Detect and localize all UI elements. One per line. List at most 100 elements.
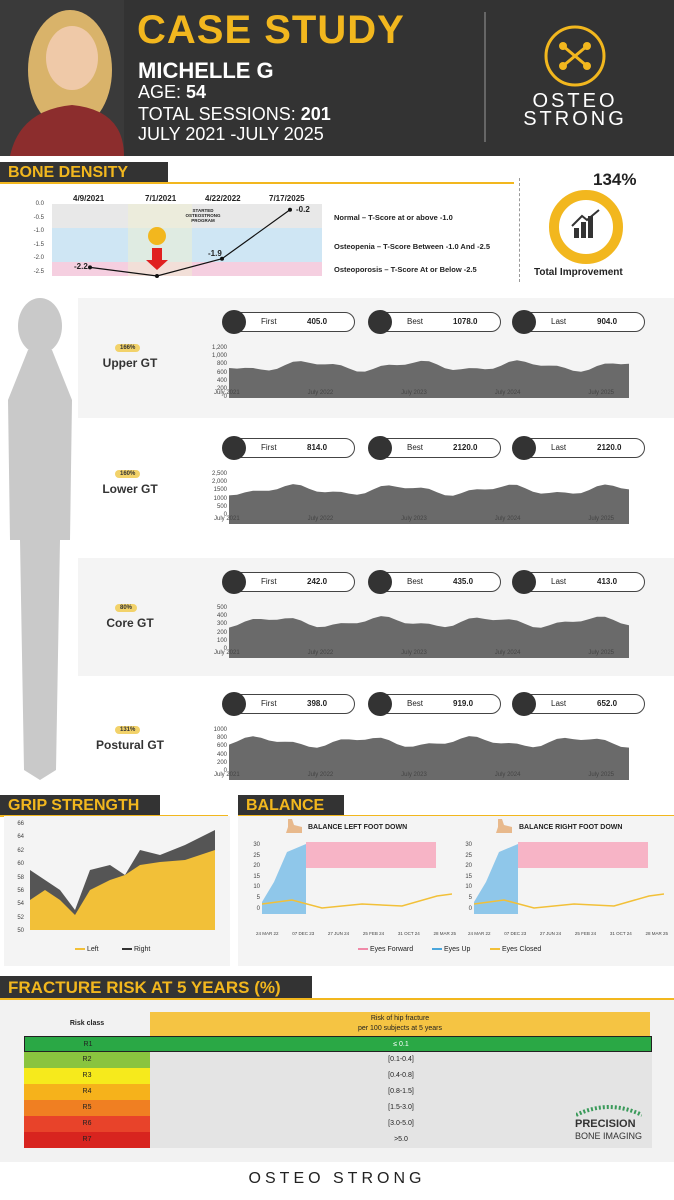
balance-right-title: BALANCE RIGHT FOOT DOWN — [519, 824, 623, 831]
program-start-icon — [148, 227, 166, 245]
risk-range-cell: [0.4-0.8] — [150, 1068, 652, 1084]
ytick: 54 — [17, 901, 24, 908]
gt-yticks: 500 400 300 200 100 0 — [205, 604, 227, 653]
program-start-annotation: STARTED OSTEOSTRONG PROGRAM — [185, 208, 221, 223]
gt-first-label: First — [261, 317, 277, 326]
gt-first-icon — [222, 436, 246, 460]
gt-first-label: First — [261, 577, 277, 586]
gt-area-chart — [229, 606, 629, 663]
ytick: 5 — [468, 894, 472, 901]
legend-osteoporosis: Osteoporosis – T-Score At or Below -2.5 — [334, 265, 477, 274]
risk-class-cell: R7 — [24, 1132, 150, 1148]
xtick: July 2023 — [401, 650, 427, 656]
gt-best-pill: Best 2120.0 — [376, 438, 501, 458]
xtick: July 2025 — [588, 516, 614, 522]
xtick: July 2022 — [307, 772, 334, 778]
precision-logo-subtext: BONE IMAGING — [575, 1131, 643, 1141]
improvement-label: Total Improvement — [534, 267, 623, 278]
gt-last-value: 2120.0 — [597, 443, 622, 452]
gt-last-label: Last — [551, 317, 567, 326]
gt-first-value: 398.0 — [307, 699, 328, 708]
ytick: 25 — [465, 852, 472, 859]
gt-best-label: Best — [407, 577, 424, 586]
grip-legend-right: Right — [122, 946, 150, 953]
ytick: 5 — [256, 894, 260, 901]
foot-icon — [494, 819, 514, 840]
risk-row: R3 [0.4-0.8] — [24, 1068, 652, 1084]
bone-density-heading: BONE DENSITY — [0, 162, 168, 184]
legend-eyes-up: Eyes Up — [432, 946, 470, 953]
ytick: 0 — [223, 646, 227, 653]
bone-density-point — [88, 265, 92, 270]
risk-table: R1 ≤ 0.1 R2 [0.1-0.4] R3 [0.4-0.8] R4 [0.8-1.5]… — [24, 1036, 652, 1148]
balance-panel — [238, 816, 674, 966]
gt-xticks: July 2021 July 2022 July 2023 July 2024 July… — [214, 516, 614, 522]
ytick: 30 — [253, 842, 260, 848]
bone-density-point — [220, 256, 224, 261]
ytick: -2.0 — [33, 255, 44, 262]
bone-density-yticks: 0.0 -0.5 -1.0 -1.5 -2.0 -2.5 — [4, 198, 44, 280]
ytick: 62 — [17, 847, 24, 854]
xtick: July 2023 — [401, 772, 427, 778]
gt-last-label: Last — [551, 443, 567, 452]
ytick: 400 — [216, 751, 227, 758]
gt-last-value: 413.0 — [597, 577, 618, 586]
client-photo — [0, 0, 124, 156]
gt-last-value: 652.0 — [597, 699, 618, 708]
body-silhouette — [0, 290, 80, 795]
gt-best-value: 919.0 — [453, 699, 474, 708]
ytick: 400 — [216, 613, 227, 620]
grip-yticks: 66 64 62 60 58 56 54 52 50 — [8, 818, 24, 939]
ytick: 2,500 — [211, 471, 227, 477]
gt-first-value: 242.0 — [307, 577, 328, 586]
xtick: July 2021 — [214, 772, 240, 778]
sessions-line: TOTAL SESSIONS: 201 — [138, 104, 331, 124]
xtick: July 2022 — [307, 650, 334, 656]
gt-name: Upper GT — [102, 356, 158, 370]
xtick: July 2025 — [588, 772, 614, 778]
client-name: MICHELLE G — [138, 58, 274, 83]
xtick: July 2023 — [401, 516, 427, 522]
ytick: 1000 — [213, 727, 227, 733]
ytick: 25 — [253, 852, 260, 859]
gt-xticks: July 2021 July 2022 July 2023 July 2024 July… — [214, 390, 614, 396]
ytick: 56 — [17, 888, 24, 895]
bd-date-2: 7/1/2021 — [145, 194, 177, 203]
gt-yticks: 1,200 1,000 800 600 400 200 0 — [205, 344, 227, 401]
ytick: 0 — [223, 768, 227, 775]
risk-range-header: Risk of hip fracture per 100 subjects at … — [150, 1012, 650, 1036]
risk-class-cell: R1 — [25, 1037, 151, 1051]
ytick: -0.5 — [33, 214, 44, 221]
gt-name: Postural GT — [95, 738, 164, 752]
ytick: 1000 — [213, 495, 227, 502]
xtick: July 2025 — [588, 650, 614, 656]
gt-best-label: Best — [407, 699, 424, 708]
ytick: -2.5 — [33, 268, 44, 275]
gt-first-icon — [222, 692, 246, 716]
ytick: 15 — [465, 873, 472, 880]
gt-best-label: Best — [407, 443, 424, 452]
ytick: 0 — [256, 905, 260, 912]
risk-class-cell: R6 — [24, 1116, 150, 1132]
xtick: July 2025 — [588, 390, 614, 396]
divider — [519, 178, 520, 282]
risk-row: R4 [0.8-1.5] — [24, 1084, 652, 1100]
point-label: -2.2 — [74, 262, 88, 271]
risk-class-cell: R2 — [24, 1052, 150, 1068]
risk-range-cell: [0.8-1.5] — [150, 1084, 652, 1100]
gt-name: Core GT — [106, 616, 154, 630]
balance-left-chart — [261, 842, 453, 919]
legend-normal: Normal – T-Score at or above -1.0 — [334, 213, 453, 222]
point-label: -0.2 — [296, 205, 310, 214]
xtick: July 2024 — [494, 390, 521, 396]
down-arrow-icon — [146, 248, 168, 270]
ytick: 1500 — [213, 487, 227, 494]
risk-row: R1 ≤ 0.1 — [24, 1036, 652, 1052]
grip-area-chart — [30, 820, 220, 935]
legend-eyes-forward: Eyes Forward — [358, 946, 413, 953]
gt-improvement-badge: 166% — [115, 344, 141, 352]
foot-icon — [284, 819, 304, 840]
osteostrong-logo-icon — [543, 24, 607, 93]
gt-yticks: 1000 800 600 400 200 0 — [205, 726, 227, 775]
gt-xticks: July 2021 July 2022 July 2023 July 2024 July… — [214, 650, 614, 656]
